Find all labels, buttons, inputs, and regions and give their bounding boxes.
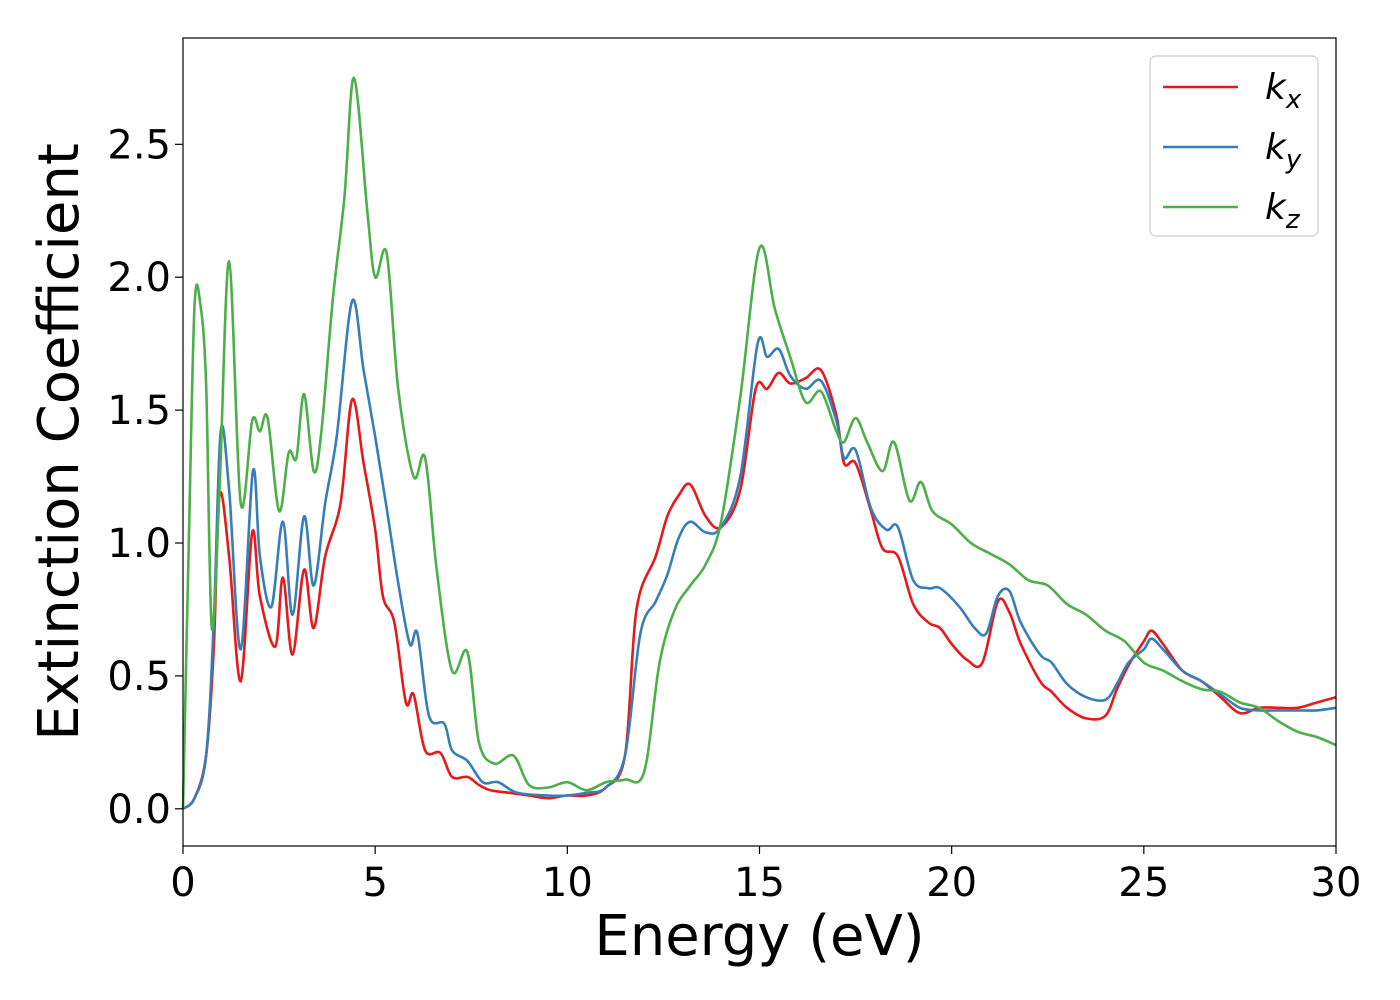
- legend-entry-subscript: z: [1285, 205, 1301, 235]
- series-line-ky: [182, 298, 1337, 810]
- legend-entry-kx: kx: [1265, 67, 1302, 115]
- legend-entry-kz: kz: [1265, 187, 1301, 235]
- y-tick-label: 2.0: [107, 255, 171, 301]
- series-layer: [181, 76, 1337, 810]
- series-line-kz: [181, 76, 1337, 809]
- x-tick-label: 10: [542, 860, 593, 906]
- axes-layer: 0 5 10 15 20 25 30 0.0 0.5 1.0 1.5 2.0 2.5: [107, 37, 1362, 906]
- y-tick-label: 0.5: [107, 654, 171, 700]
- y-tick-label: 1.0: [107, 521, 171, 567]
- y-axis-label: Extinction Coefficient: [27, 143, 92, 741]
- y-tick-label: 2.5: [107, 122, 171, 168]
- x-tick-label: 5: [362, 860, 387, 906]
- x-tick-label: 25: [1118, 860, 1169, 906]
- legend-entry-subscript: y: [1285, 145, 1302, 175]
- legend-entry-base: k: [1265, 187, 1288, 228]
- x-tick-label: 30: [1311, 860, 1362, 906]
- legend-entry-base: k: [1265, 67, 1288, 108]
- series-line-kx: [182, 367, 1337, 810]
- x-tick-label: 15: [734, 860, 785, 906]
- y-tick-label: 1.5: [107, 388, 171, 434]
- x-tick-label: 20: [926, 860, 977, 906]
- legend-entry-base: k: [1265, 127, 1288, 168]
- y-tick-label: 0.0: [107, 787, 171, 833]
- x-tick-label: 0: [170, 860, 195, 906]
- legend-entry-ky: ky: [1265, 127, 1302, 175]
- x-axis-label: Energy (eV): [594, 904, 924, 969]
- legend-entry-subscript: x: [1285, 85, 1302, 115]
